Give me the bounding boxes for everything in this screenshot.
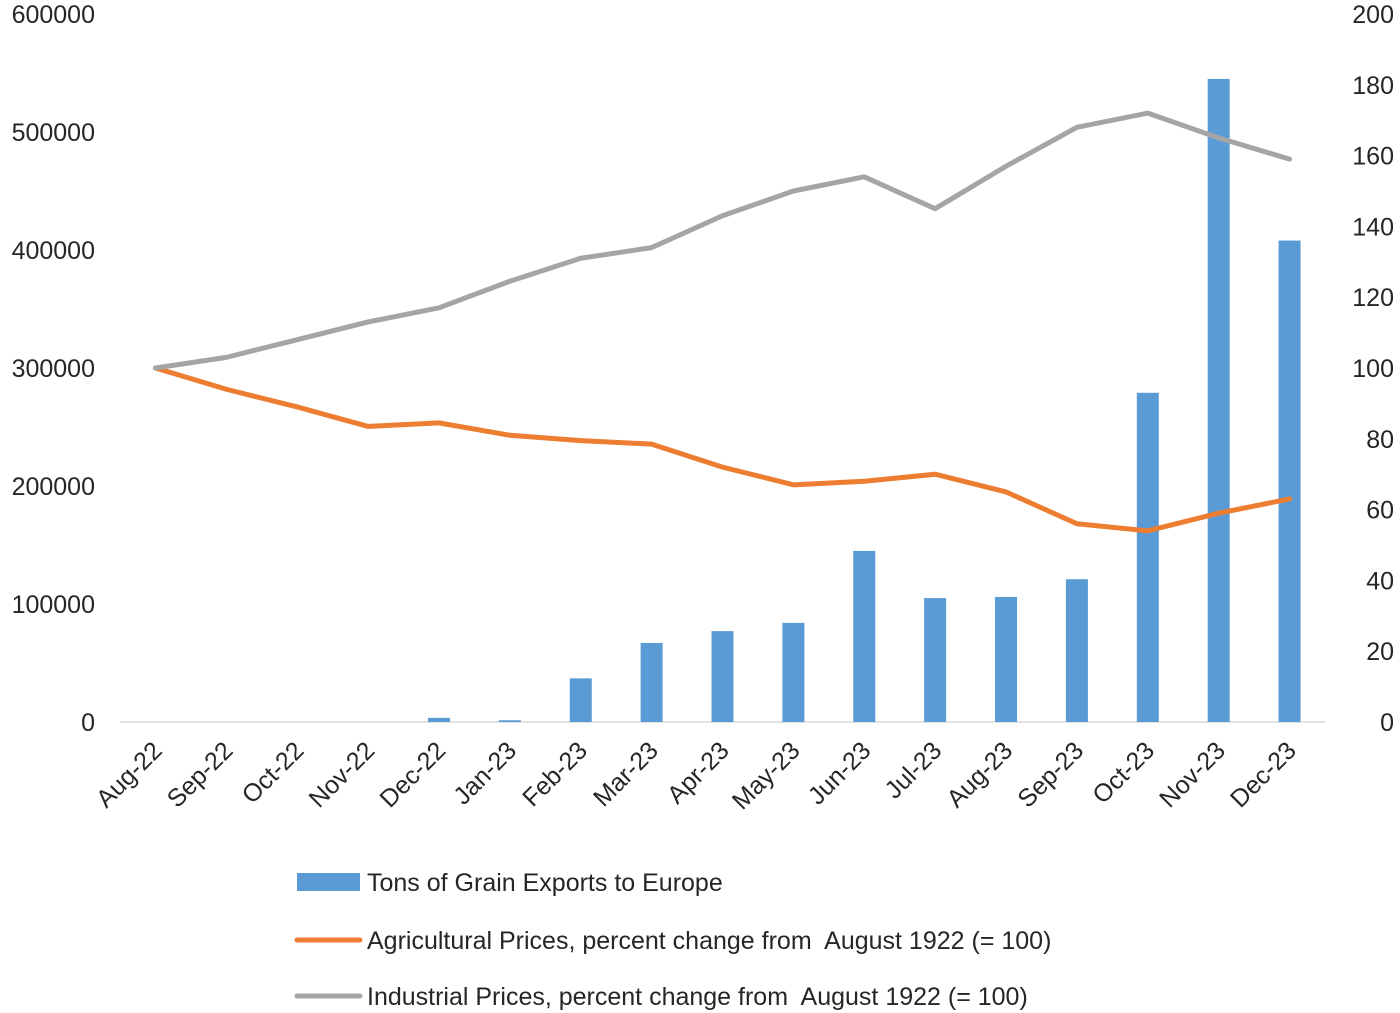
x-axis-ticks: Aug-22Sep-22Oct-22Nov-22Dec-22Jan-23Feb-… [91,736,1302,815]
right-tick-label: 0 [1380,709,1394,737]
left-tick-label: 300000 [12,355,95,383]
bar-may-23 [782,622,805,722]
x-tick-label: May-23 [727,736,806,815]
left-axis-ticks: 0 100000 200000 300000 400000 500000 600000 [12,1,95,737]
right-tick-label: 200 [1352,1,1394,29]
left-tick-label: 500000 [12,119,95,147]
industrial-prices-line [152,110,1293,371]
x-tick-label: Nov-22 [304,736,381,813]
x-tick-label: Apr-23 [662,736,735,809]
bar-apr-23 [711,631,734,722]
x-tick-label: Oct-22 [237,736,310,809]
right-tick-label: 120 [1352,284,1394,312]
right-tick-label: 160 [1352,143,1394,171]
x-tick-label: Dec-22 [374,736,451,813]
right-tick-label: 100 [1352,355,1394,383]
bar-jul-23 [924,598,947,722]
right-tick-label: 80 [1366,426,1394,454]
right-axis-ticks: 0 20 40 60 80 100 120 140 160 180 200 [1352,1,1394,737]
agricultural-prices-line [152,365,1293,534]
bar-aug-23 [995,596,1018,722]
bar-series [427,78,1301,722]
bar-sep-23 [1065,579,1088,722]
x-tick-label: Aug-22 [91,736,168,813]
x-tick-label: Sep-23 [1012,736,1089,813]
x-tick-label: Feb-23 [517,736,593,812]
bar-feb-23 [569,678,592,722]
bar-dec-23 [1278,240,1301,722]
x-tick-label: Sep-22 [162,736,239,813]
x-tick-label: Dec-23 [1225,736,1302,813]
x-tick-label: Jan-23 [448,736,522,810]
bar-oct-23 [1136,392,1159,722]
x-tick-label: Mar-23 [588,736,664,812]
legend-label: Tons of Grain Exports to Europe [367,869,723,897]
left-tick-label: 600000 [12,1,95,29]
right-tick-label: 140 [1352,213,1394,241]
left-tick-label: 0 [81,709,95,737]
left-tick-label: 200000 [12,473,95,501]
legend-swatch-bar [297,873,360,891]
legend-label: Industrial Prices, percent change from A… [367,983,1028,1011]
right-tick-label: 60 [1366,497,1394,525]
bar-nov-23 [1207,78,1230,722]
right-tick-label: 20 [1366,638,1394,666]
x-tick-label: Jul-23 [879,736,947,804]
left-tick-label: 400000 [12,237,95,265]
x-tick-label: Nov-23 [1154,736,1231,813]
bar-mar-23 [640,642,663,722]
line-series [152,110,1293,534]
right-tick-label: 180 [1352,72,1394,100]
x-tick-label: Jun-23 [803,736,877,810]
right-tick-label: 40 [1366,567,1394,595]
legend-label: Agricultural Prices, percent change from… [367,927,1051,955]
bar-jun-23 [853,550,876,722]
bar-dec-22 [427,717,450,722]
x-tick-label: Oct-23 [1087,736,1160,809]
legend: Tons of Grain Exports to Europe Agricultu… [294,869,1051,1011]
bar-jan-23 [498,720,521,722]
x-tick-label: Aug-23 [941,736,1018,813]
left-tick-label: 100000 [12,591,95,619]
